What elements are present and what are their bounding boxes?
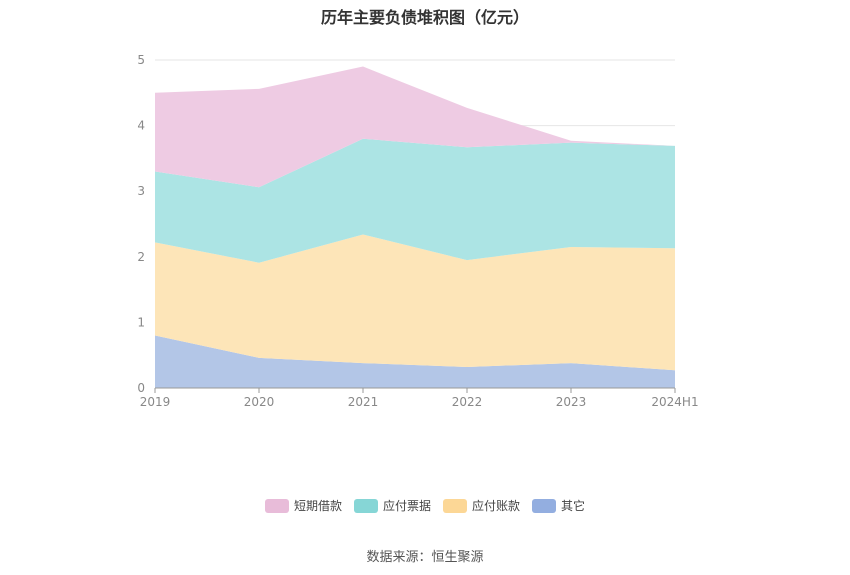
legend-swatch xyxy=(532,498,557,513)
chart-legend: 短期借款 应付票据 应付账款 其它 xyxy=(0,497,850,514)
legend-item[interactable]: 其它 xyxy=(532,497,585,514)
area-series-3 xyxy=(155,66,675,188)
legend-swatch xyxy=(443,498,467,513)
x-tick-label: 2024H1 xyxy=(651,395,698,409)
legend-label: 其它 xyxy=(561,499,586,513)
legend-swatch xyxy=(353,498,378,513)
x-tick-label: 2022 xyxy=(452,395,483,409)
y-tick-label: 1 xyxy=(137,315,145,329)
legend-label: 短期借款 xyxy=(293,499,342,513)
y-tick-label: 5 xyxy=(137,53,145,67)
legend-label: 应付票据 xyxy=(382,499,431,513)
y-tick-label: 2 xyxy=(137,250,145,264)
x-tick-label: 2019 xyxy=(140,395,171,409)
area-series-0 xyxy=(155,335,675,388)
y-tick-label: 4 xyxy=(137,119,145,133)
area-series-1 xyxy=(155,234,675,371)
x-tick-label: 2023 xyxy=(556,395,587,409)
area-series-2 xyxy=(155,138,675,263)
x-tick-label: 2020 xyxy=(244,395,275,409)
data-source: 数据来源：恒生聚源 xyxy=(366,550,484,565)
x-tick-label: 2021 xyxy=(348,395,379,409)
legend-item[interactable]: 短期借款 xyxy=(264,497,342,514)
y-tick-label: 3 xyxy=(137,184,145,198)
y-tick-label: 0 xyxy=(137,381,145,395)
legend-label: 应付账款 xyxy=(472,499,521,513)
legend-swatch xyxy=(264,498,289,513)
legend-item[interactable]: 应付账款 xyxy=(443,497,520,514)
legend-item[interactable]: 应付票据 xyxy=(353,497,431,514)
chart-title: 历年主要负债堆积图（亿元） xyxy=(320,8,529,27)
